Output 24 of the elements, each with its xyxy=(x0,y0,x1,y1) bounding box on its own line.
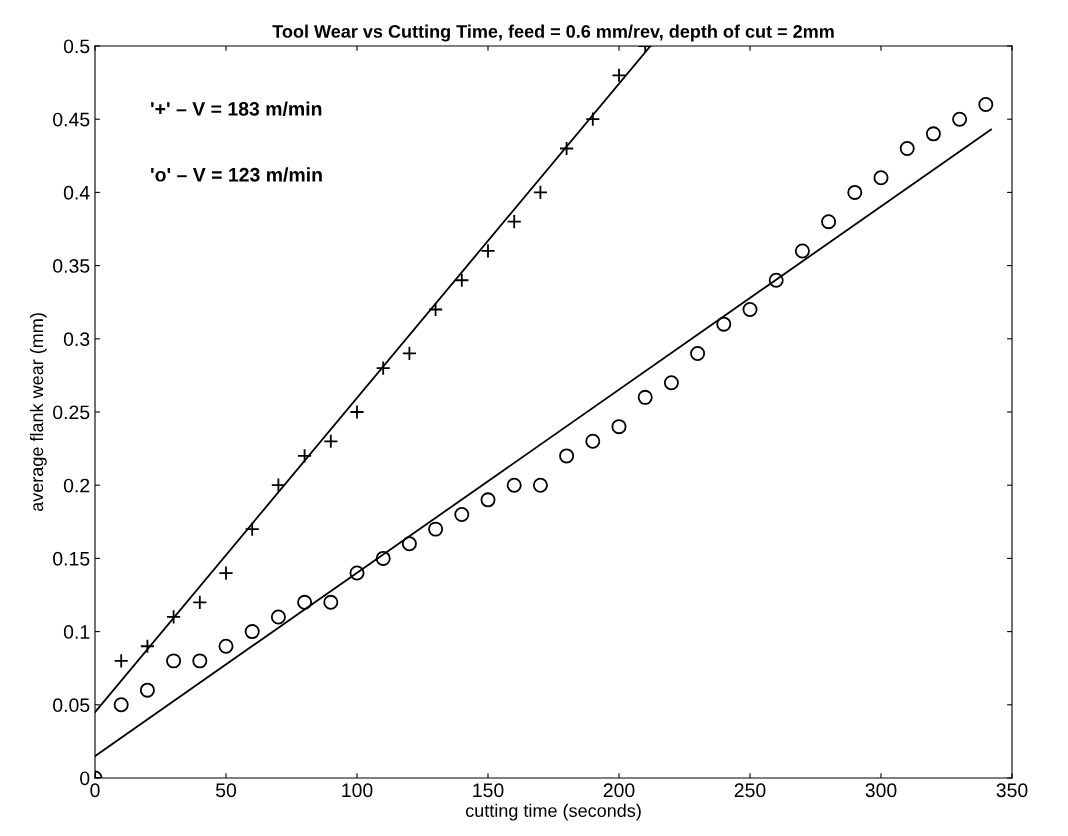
y-tick-label: 0.3 xyxy=(63,332,90,347)
y-tick-label: 0.15 xyxy=(53,551,90,566)
x-tick-label: 0 xyxy=(90,783,100,798)
x-tick-label: 200 xyxy=(603,783,635,798)
annotation: 'o' – V = 123 m/min xyxy=(151,167,322,182)
y-axis-title: average flank wear (mm) xyxy=(29,313,47,512)
annotation: '+' – V = 183 m/min xyxy=(151,101,322,116)
y-tick-label: 0.2 xyxy=(63,478,90,493)
x-axis-title: cutting time (seconds) xyxy=(465,803,641,821)
x-tick-label: 350 xyxy=(996,783,1028,798)
y-tick-label: 0.1 xyxy=(63,625,90,639)
y-tick-label: 0.5 xyxy=(63,39,90,54)
y-tick-label: 0.05 xyxy=(53,698,90,713)
x-tick-label: 150 xyxy=(473,783,504,798)
y-tick-label: 0 xyxy=(80,771,90,786)
x-tick-label: 250 xyxy=(734,783,766,798)
x-tick-label: 100 xyxy=(342,783,373,798)
y-tick-label: 0.35 xyxy=(53,259,90,273)
x-tick-label: 300 xyxy=(865,783,897,798)
y-tick-label: 0.25 xyxy=(53,405,90,420)
chart-title: Tool Wear vs Cutting Time, feed = 0.6 mm/rev, depth of cut = 2mm xyxy=(272,24,834,42)
x-tick-label: 50 xyxy=(215,783,237,798)
y-tick-label: 0.45 xyxy=(53,112,90,127)
y-tick-label: 0.4 xyxy=(63,185,90,200)
